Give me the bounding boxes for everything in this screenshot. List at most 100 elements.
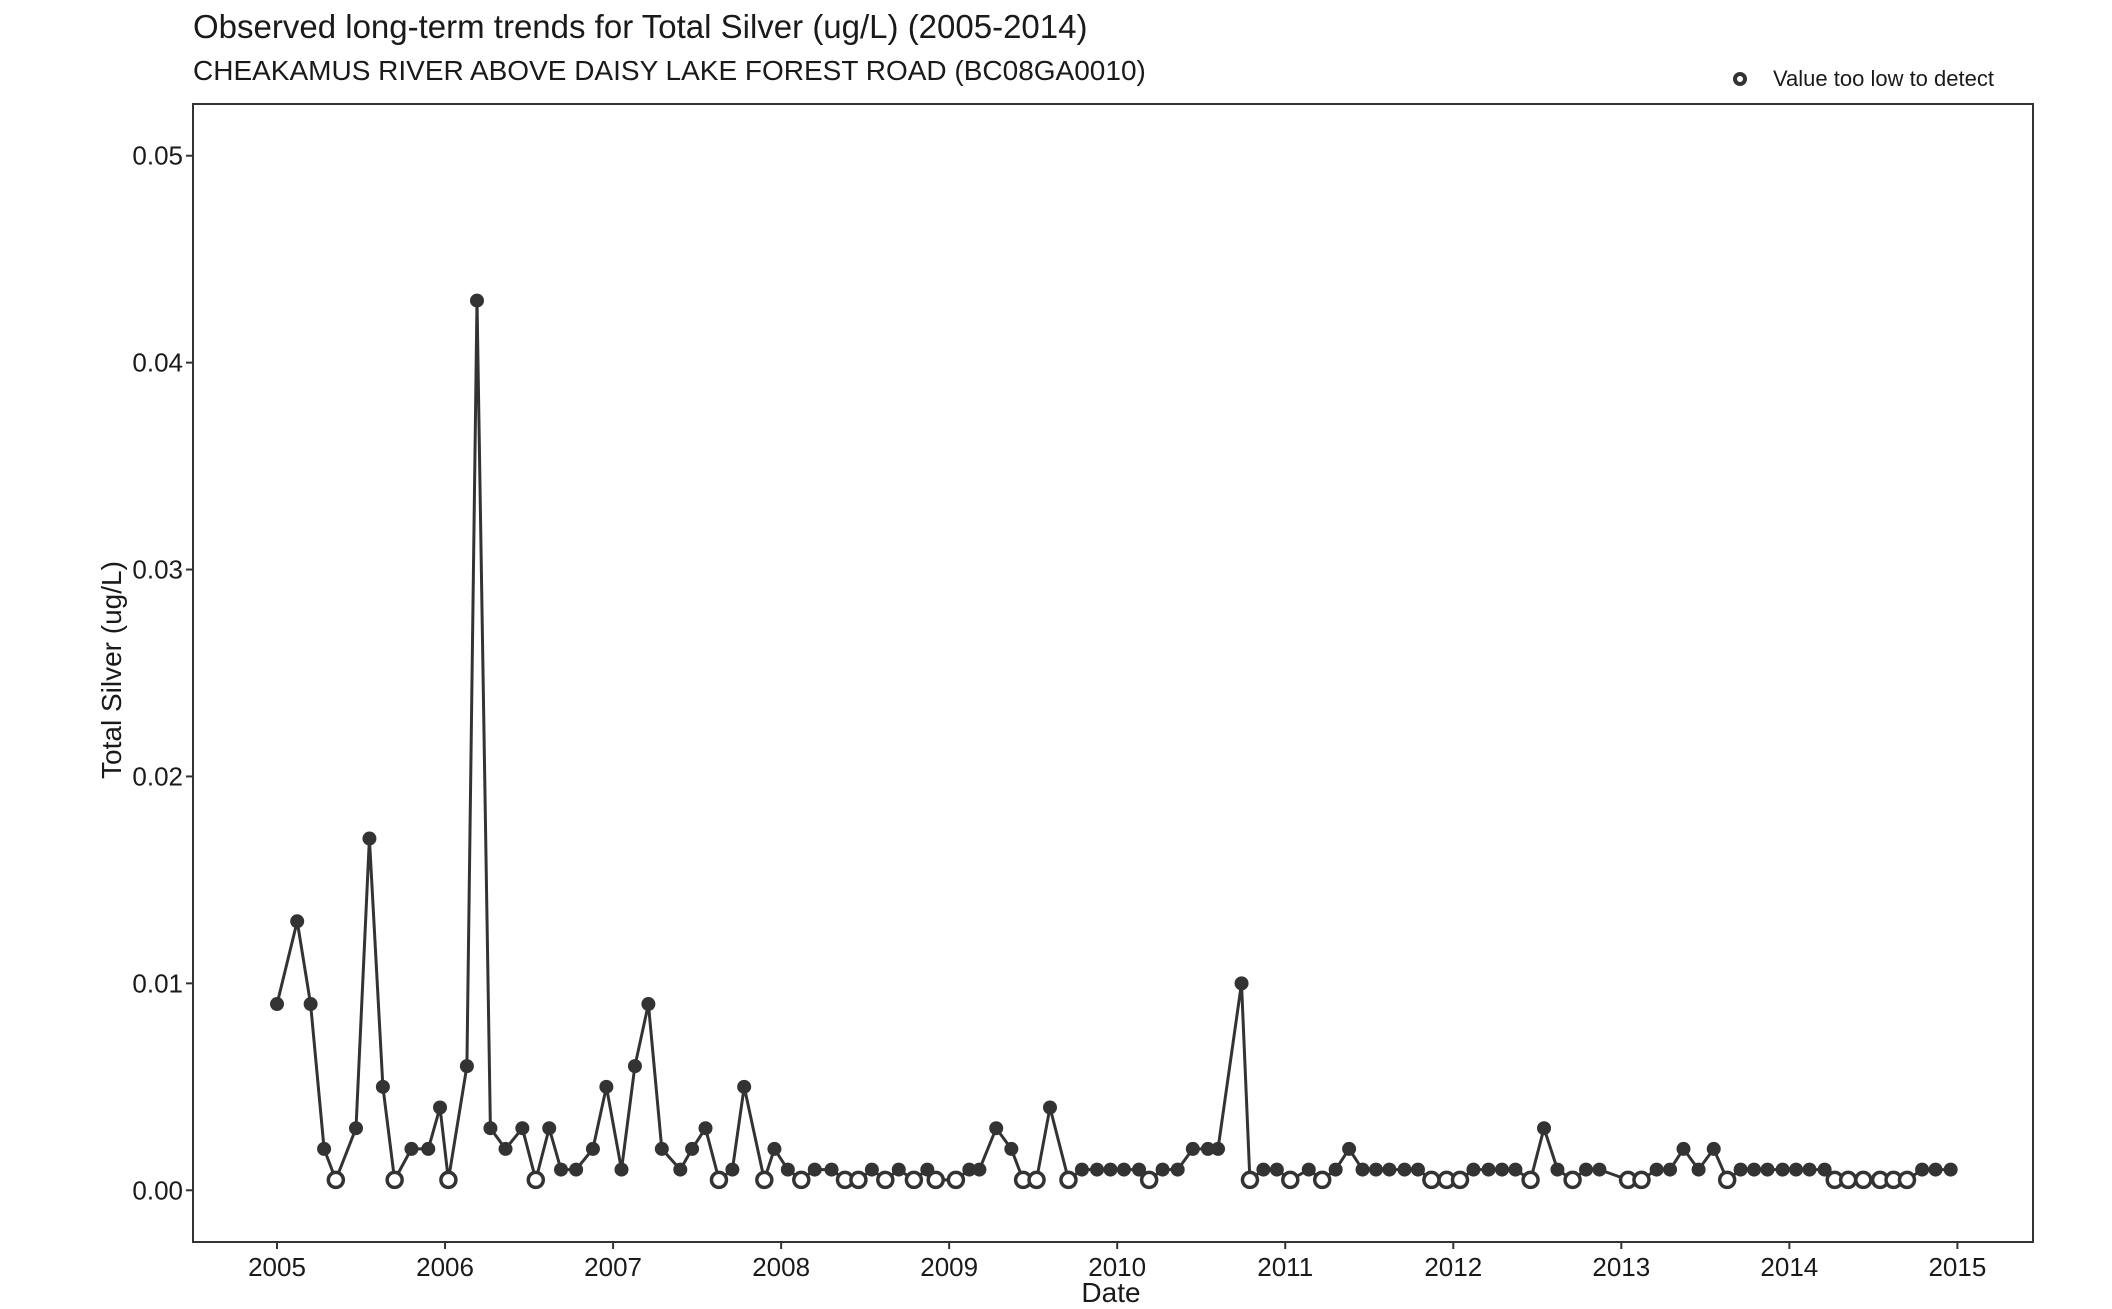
x-tick-label: 2006 bbox=[416, 1252, 474, 1282]
data-point bbox=[1090, 1162, 1105, 1177]
data-point bbox=[1592, 1162, 1607, 1177]
x-tick-label: 2012 bbox=[1424, 1252, 1482, 1282]
data-point bbox=[654, 1141, 669, 1156]
data-point bbox=[1170, 1162, 1185, 1177]
below-detection-point bbox=[385, 1170, 404, 1190]
data-point bbox=[362, 831, 377, 846]
series-line-group bbox=[275, 299, 1951, 1182]
data-point bbox=[767, 1141, 782, 1156]
data-point bbox=[1211, 1141, 1226, 1156]
data-point bbox=[1256, 1162, 1271, 1177]
data-point bbox=[1943, 1162, 1958, 1177]
below-detection-point bbox=[439, 1170, 458, 1190]
data-point bbox=[1508, 1162, 1523, 1177]
x-tick-label: 2011 bbox=[1257, 1252, 1313, 1282]
below-detection-point bbox=[1281, 1170, 1300, 1190]
data-point bbox=[585, 1141, 600, 1156]
data-point bbox=[614, 1162, 629, 1177]
data-point bbox=[1200, 1141, 1215, 1156]
below-detection-point bbox=[709, 1170, 729, 1190]
data-point bbox=[1579, 1162, 1594, 1177]
below-detection-point bbox=[946, 1170, 966, 1190]
data-point bbox=[972, 1162, 987, 1177]
data-point bbox=[1663, 1162, 1678, 1177]
data-point bbox=[303, 997, 318, 1012]
data-point bbox=[1928, 1162, 1943, 1177]
data-point bbox=[1691, 1162, 1706, 1177]
x-tick-label: 2014 bbox=[1760, 1252, 1818, 1282]
data-point bbox=[1155, 1162, 1170, 1177]
data-point bbox=[1301, 1162, 1316, 1177]
data-point bbox=[317, 1141, 332, 1156]
data-point bbox=[498, 1141, 513, 1156]
x-tick-label: 2008 bbox=[752, 1252, 810, 1282]
x-tick-label: 2005 bbox=[248, 1252, 306, 1282]
data-point bbox=[554, 1162, 568, 1177]
data-point bbox=[1676, 1141, 1691, 1156]
below-detection-point bbox=[755, 1170, 774, 1190]
y-tick-label: 0.04 bbox=[132, 348, 183, 378]
data-point bbox=[1382, 1162, 1397, 1177]
data-point bbox=[290, 914, 305, 929]
data-point bbox=[627, 1059, 642, 1074]
data-point bbox=[1116, 1162, 1131, 1177]
data-point bbox=[348, 1121, 363, 1136]
below-detection-point bbox=[926, 1170, 945, 1190]
y-tick-label: 0.02 bbox=[132, 761, 183, 791]
x-tick-label: 2009 bbox=[920, 1252, 978, 1282]
x-tick-label: 2013 bbox=[1592, 1252, 1650, 1282]
y-tick-label: 0.03 bbox=[132, 555, 183, 585]
data-point bbox=[599, 1079, 614, 1094]
y-tick-label: 0.01 bbox=[132, 968, 183, 998]
data-point bbox=[1368, 1162, 1383, 1177]
data-point bbox=[1269, 1162, 1284, 1177]
data-point bbox=[1342, 1141, 1357, 1156]
data-point bbox=[725, 1162, 740, 1177]
y-tick-label: 0.05 bbox=[132, 141, 183, 171]
data-point bbox=[673, 1162, 688, 1177]
below-detection-point bbox=[526, 1170, 546, 1190]
data-point bbox=[1004, 1141, 1019, 1156]
below-detection-point bbox=[326, 1170, 346, 1190]
below-detection-point bbox=[792, 1170, 811, 1190]
data-point bbox=[1042, 1100, 1057, 1115]
data-point bbox=[864, 1162, 879, 1177]
x-tick-label: 2015 bbox=[1928, 1252, 1986, 1282]
chart-legend: Value too low to detect bbox=[1733, 66, 1994, 92]
data-point bbox=[515, 1121, 530, 1136]
x-axis-label: Date bbox=[1081, 1277, 1141, 1308]
data-point bbox=[1802, 1162, 1817, 1177]
axes: 0.00 0.01 0.02 0.03 0.04 0.05 2005 2006 2007 2008… bbox=[132, 141, 1986, 1282]
data-point bbox=[780, 1162, 795, 1177]
data-point bbox=[459, 1059, 474, 1074]
below-detection-point bbox=[1838, 1170, 1858, 1190]
data-point bbox=[1747, 1162, 1762, 1177]
below-detection-point bbox=[849, 1170, 868, 1190]
data-point bbox=[1466, 1162, 1481, 1177]
data-point bbox=[1789, 1162, 1804, 1177]
data-point bbox=[891, 1162, 906, 1177]
below-detection-point bbox=[1521, 1170, 1540, 1190]
below-detection-point bbox=[1027, 1170, 1046, 1190]
data-point bbox=[641, 997, 656, 1012]
series-line bbox=[275, 299, 1951, 1182]
below-detection-point bbox=[1717, 1170, 1737, 1190]
data-point bbox=[685, 1141, 700, 1156]
below-detection-point bbox=[1450, 1170, 1470, 1190]
data-point bbox=[1355, 1162, 1370, 1177]
below-detection-point bbox=[1632, 1170, 1651, 1190]
data-point bbox=[542, 1121, 557, 1136]
data-point bbox=[1649, 1162, 1664, 1177]
data-point bbox=[270, 997, 285, 1012]
data-point bbox=[1481, 1162, 1496, 1177]
chart-subtitle: CHEAKAMUS RIVER ABOVE DAISY LAKE FOREST … bbox=[193, 55, 1146, 86]
below-detection-point bbox=[1854, 1170, 1873, 1190]
plot-frame bbox=[192, 103, 2034, 1243]
data-point bbox=[1733, 1162, 1748, 1177]
below-detection-point bbox=[1422, 1170, 1441, 1190]
data-point bbox=[1706, 1141, 1721, 1156]
data-point bbox=[698, 1121, 713, 1136]
data-point bbox=[483, 1121, 498, 1136]
data-point bbox=[1234, 976, 1249, 991]
